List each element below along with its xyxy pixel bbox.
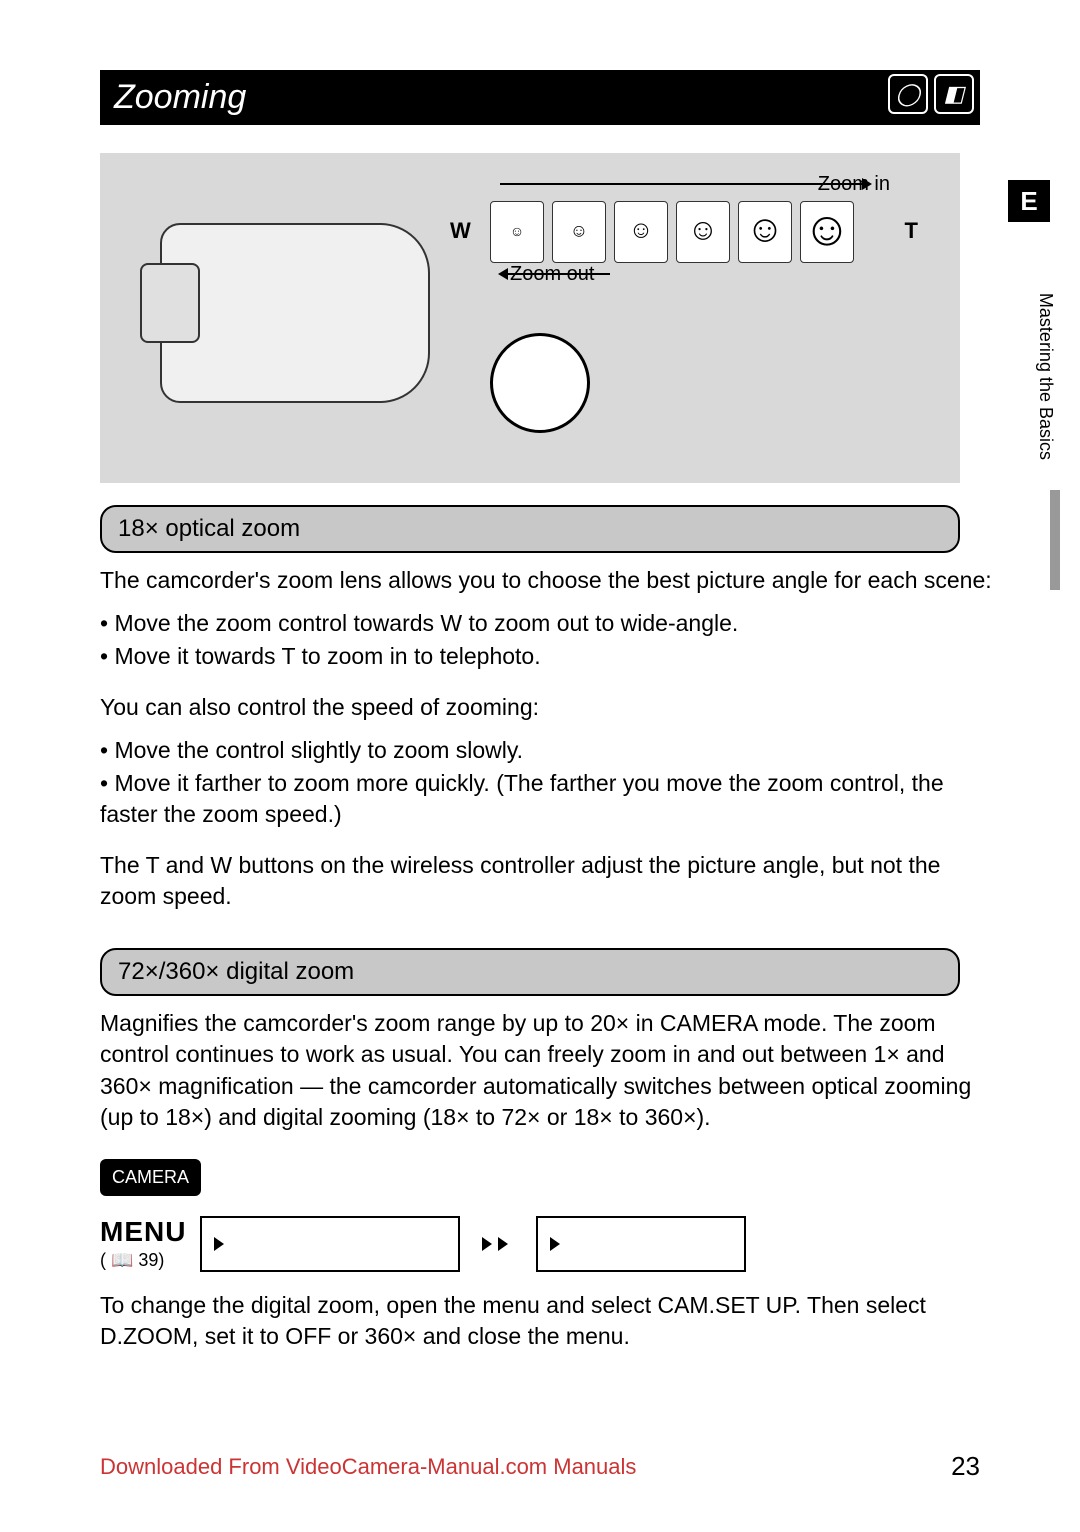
zoom-frame-icon bbox=[490, 201, 544, 263]
menu-step-box bbox=[536, 1216, 746, 1272]
optical-intro: The camcorder's zoom lens allows you to … bbox=[100, 565, 1000, 596]
zoom-out-label: Zoom out bbox=[510, 263, 594, 286]
page-number: 23 bbox=[951, 1451, 980, 1482]
source-link[interactable]: Downloaded From VideoCamera-Manual.com M… bbox=[100, 1454, 636, 1480]
triangle-right-icon bbox=[214, 1237, 224, 1251]
bullet: • Move the zoom control towards W to zoo… bbox=[100, 608, 1000, 639]
camcorder-lens-illustration bbox=[140, 263, 200, 343]
wireless-note: The T and W buttons on the wireless cont… bbox=[100, 850, 1000, 912]
section-heading-optical: 18× optical zoom bbox=[100, 505, 960, 553]
tape-mode-icon: ◧ bbox=[934, 74, 974, 114]
bullet: • Move it farther to zoom more quickly. … bbox=[100, 768, 1000, 830]
title-bar: Zooming ◯ ◧ bbox=[100, 70, 980, 125]
zoom-frame-icon bbox=[676, 201, 730, 263]
triangle-right-icon bbox=[550, 1237, 560, 1251]
zoom-dial-illustration bbox=[470, 313, 610, 453]
bullet: • Move the control slightly to zoom slow… bbox=[100, 735, 1000, 766]
page-footer: Downloaded From VideoCamera-Manual.com M… bbox=[100, 1451, 980, 1482]
chapter-label: Mastering the Basics bbox=[1035, 293, 1056, 460]
zoom-diagram: Zoom in W T Zoom out bbox=[100, 153, 960, 483]
zoom-frame-icon bbox=[738, 201, 792, 263]
section-heading-digital: 72×/360× digital zoom bbox=[100, 948, 960, 996]
language-badge: E bbox=[1008, 180, 1050, 222]
tele-label: T bbox=[905, 218, 918, 244]
zoom-in-arrow bbox=[500, 183, 870, 185]
menu-label: MENU bbox=[100, 1216, 186, 1248]
speed-intro: You can also control the speed of zoomin… bbox=[100, 692, 1000, 723]
menu-label-block: MENU ( 📖 39) bbox=[100, 1216, 186, 1271]
camcorder-illustration bbox=[160, 223, 430, 403]
camera-mode-badge: CAMERA bbox=[100, 1159, 201, 1196]
page: Zooming ◯ ◧ E Mastering the Basics Zoom … bbox=[0, 0, 1080, 1532]
zoom-figure-sequence bbox=[490, 201, 854, 263]
side-accent-bar bbox=[1050, 490, 1060, 590]
digital-paragraph: Magnifies the camcorder's zoom range by … bbox=[100, 1008, 1000, 1132]
zoom-frame-icon bbox=[800, 201, 854, 263]
double-triangle-icon bbox=[482, 1237, 514, 1251]
menu-instruction: To change the digital zoom, open the men… bbox=[100, 1290, 1000, 1352]
menu-path-row: MENU ( 📖 39) bbox=[100, 1216, 980, 1272]
wide-label: W bbox=[450, 218, 471, 244]
page-title: Zooming bbox=[114, 78, 246, 116]
zoom-frame-icon bbox=[614, 201, 668, 263]
title-icons: ◯ ◧ bbox=[888, 74, 974, 114]
menu-page-ref: ( 📖 39) bbox=[100, 1250, 186, 1271]
optical-bullets: • Move the zoom control towards W to zoo… bbox=[100, 608, 1000, 672]
zoom-in-label: Zoom in bbox=[818, 173, 890, 196]
camera-mode-icon: ◯ bbox=[888, 74, 928, 114]
menu-step-box bbox=[200, 1216, 460, 1272]
speed-bullets: • Move the control slightly to zoom slow… bbox=[100, 735, 1000, 830]
zoom-frame-icon bbox=[552, 201, 606, 263]
bullet: • Move it towards T to zoom in to teleph… bbox=[100, 641, 1000, 672]
